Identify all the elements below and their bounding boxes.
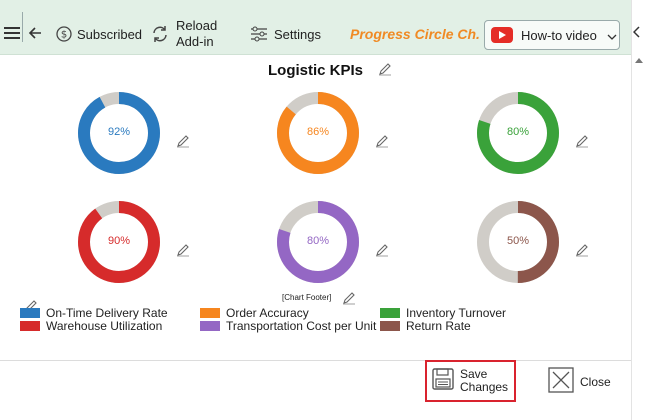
edit-circle-pencil-icon[interactable] — [176, 243, 190, 257]
subscribed-button[interactable]: $ Subscribed — [56, 26, 142, 42]
save-label-line1: Save — [460, 367, 488, 381]
progress-circle — [276, 200, 360, 284]
legend-swatch — [380, 321, 400, 331]
edit-circle-pencil-icon[interactable] — [375, 134, 389, 148]
legend-item: Return Rate — [380, 319, 471, 333]
ring-progress — [277, 201, 359, 283]
chart-footer: [Chart Footer] — [282, 293, 332, 302]
legend-label: On-Time Delivery Rate — [46, 306, 168, 320]
settings-button[interactable]: Settings — [250, 26, 321, 42]
progress-circle — [77, 91, 161, 175]
edit-circle-pencil-icon[interactable] — [176, 134, 190, 148]
howto-label: How-to video — [521, 27, 597, 43]
dollar-circle-icon: $ — [56, 26, 72, 42]
right-scroll-strip — [631, 0, 650, 420]
percent-label: 50% — [506, 235, 530, 247]
legend-item: Inventory Turnover — [380, 306, 506, 320]
reload-icon — [151, 25, 169, 43]
percent-label: 80% — [306, 235, 330, 247]
progress-circle — [77, 200, 161, 284]
scroll-up-arrow[interactable] — [635, 58, 643, 63]
footer-divider — [0, 360, 631, 361]
settings-label: Settings — [274, 26, 321, 42]
svg-text:$: $ — [61, 30, 67, 41]
save-changes-button[interactable]: Save Changes — [425, 360, 516, 402]
save-label-line2: Changes — [460, 380, 509, 394]
legend-swatch — [200, 321, 220, 331]
reload-label-line1: Reload — [176, 18, 218, 33]
edit-circle-pencil-icon[interactable] — [575, 134, 589, 148]
ring-progress — [477, 201, 559, 283]
edit-footer-pencil-icon[interactable] — [342, 291, 356, 305]
edit-circle-pencil-icon[interactable] — [575, 243, 589, 257]
chart-title: Logistic KPIs — [268, 62, 364, 79]
percent-label: 92% — [107, 126, 131, 138]
progress-circle — [276, 91, 360, 175]
legend-label: Inventory Turnover — [406, 306, 507, 320]
legend-swatch — [20, 308, 40, 318]
edit-circle-pencil-icon[interactable] — [375, 243, 389, 257]
ring-progress — [277, 92, 359, 174]
reload-label-line2: Add-in — [176, 34, 214, 49]
sliders-icon — [250, 26, 268, 42]
legend-item: Transportation Cost per Unit — [200, 319, 376, 333]
legend-label: Order Accuracy — [226, 306, 309, 320]
legend-swatch — [20, 321, 40, 331]
percent-label: 86% — [306, 126, 330, 138]
ring-progress — [477, 92, 559, 174]
floppy-disk-icon — [431, 367, 455, 396]
ring-progress — [78, 92, 160, 174]
legend-swatch — [200, 308, 220, 318]
legend-label: Return Rate — [406, 319, 471, 333]
legend-swatch — [380, 308, 400, 318]
progress-circle — [476, 200, 560, 284]
percent-label: 80% — [506, 126, 530, 138]
collapse-panel-icon[interactable] — [632, 26, 641, 41]
howto-video-button[interactable]: How-to video — [484, 20, 620, 50]
chevron-down-icon — [607, 28, 617, 43]
toolbar: $ Subscribed Reload Add-in Settings Prog… — [0, 0, 631, 55]
legend-item: Warehouse Utilization — [20, 319, 162, 333]
legend-label: Warehouse Utilization — [46, 319, 163, 333]
legend-item: On-Time Delivery Rate — [20, 306, 168, 320]
ring-progress — [78, 201, 160, 283]
back-arrow-icon[interactable] — [28, 26, 42, 40]
toolbar-separator — [22, 12, 23, 42]
close-button[interactable]: Close — [548, 367, 611, 396]
edit-title-pencil-icon[interactable] — [378, 62, 392, 76]
subscribed-label: Subscribed — [77, 26, 143, 42]
close-label: Close — [580, 374, 611, 389]
close-icon — [548, 367, 574, 396]
legend-item: Order Accuracy — [200, 306, 309, 320]
youtube-icon — [491, 27, 513, 43]
hamburger-menu-icon[interactable] — [4, 26, 20, 40]
legend-label: Transportation Cost per Unit — [226, 319, 377, 333]
reload-addin-button[interactable]: Reload Add-in — [151, 18, 217, 50]
addin-name: Progress Circle Ch... — [350, 26, 480, 42]
progress-circle — [476, 91, 560, 175]
percent-label: 90% — [107, 235, 131, 247]
